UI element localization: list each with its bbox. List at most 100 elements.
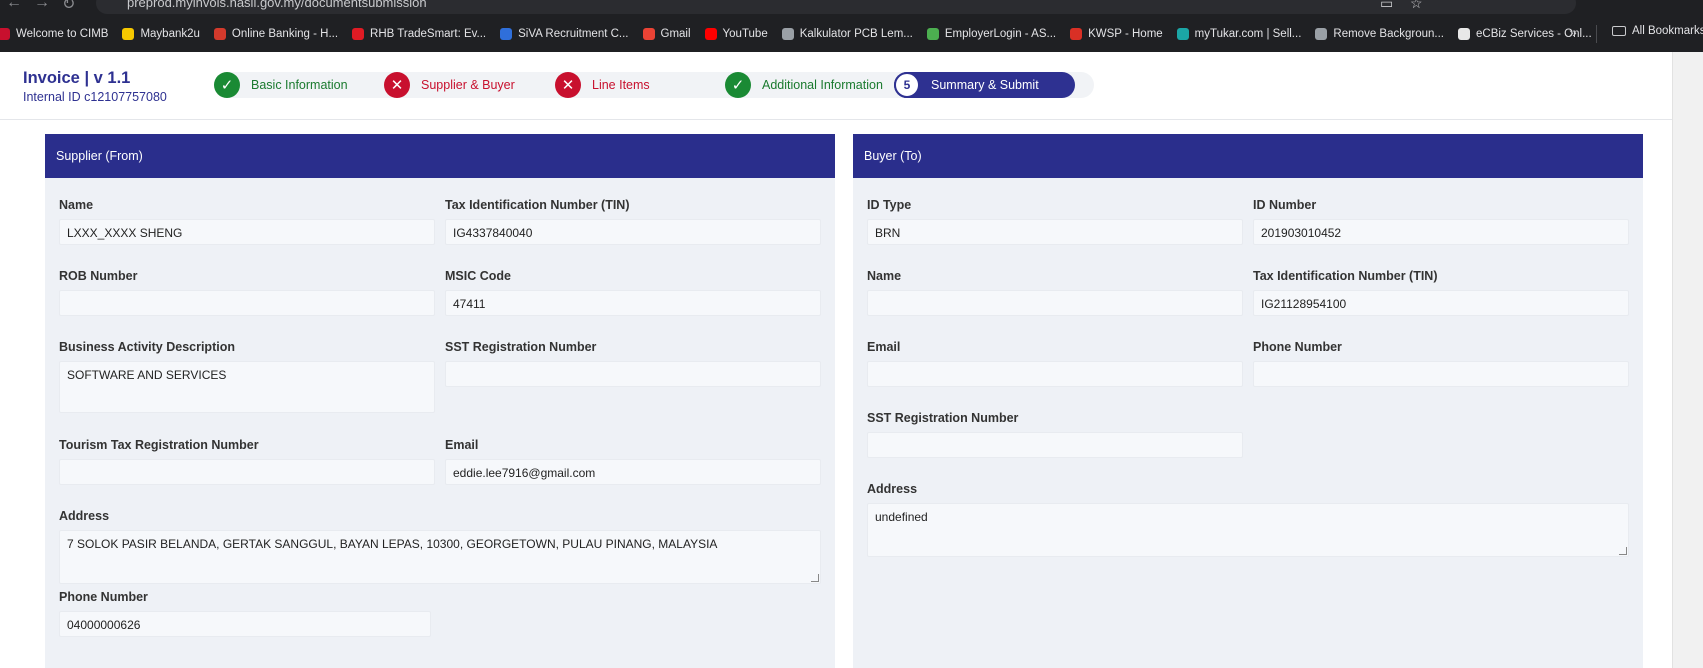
supplier-msic-label: MSIC Code (445, 269, 511, 283)
bookmark-item[interactable]: EmployerLogin - AS... (926, 28, 1057, 40)
check-icon: ✓ (214, 72, 240, 98)
supplier-address-wrapper: 7 SOLOK PASIR BELANDA, GERTAK SANGGUL, B… (59, 530, 821, 584)
buyer-email-label: Email (867, 340, 901, 354)
siva-icon (500, 28, 513, 40)
gmail-icon (642, 28, 655, 40)
supplier-address-field[interactable]: 7 SOLOK PASIR BELANDA, GERTAK SANGGUL, B… (59, 530, 821, 584)
buyer-idtype-field[interactable]: BRN (867, 219, 1243, 245)
supplier-phone-field[interactable]: 04000000626 (59, 611, 431, 637)
bookmark-item[interactable]: Gmail (642, 28, 691, 40)
bookmark-item[interactable]: eCBiz Services - Onl... (1458, 28, 1592, 40)
supplier-sst-field[interactable] (445, 361, 821, 387)
supplier-rob-field[interactable] (59, 290, 435, 316)
reload-icon[interactable]: ↻ (62, 0, 76, 13)
hongleong-icon (213, 28, 226, 40)
supplier-msic-field[interactable]: 47411 (445, 290, 821, 316)
bookmark-item[interactable]: Remove Backgroun... (1315, 28, 1444, 40)
buyer-address-label: Address (867, 482, 918, 496)
star-icon[interactable]: ☆ (1410, 0, 1423, 11)
supplier-heading: Supplier (From) (45, 134, 835, 178)
buyer-address-field[interactable]: undefined (867, 503, 1629, 557)
supplier-phone-label: Phone Number (59, 590, 148, 604)
bookmark-item[interactable]: Kalkulator PCB Lem... (781, 28, 913, 40)
all-bookmarks-label: All Bookmarks (1632, 25, 1703, 37)
bookmark-item[interactable]: SiVA Recruitment C... (500, 28, 629, 40)
maybank-icon (122, 28, 135, 40)
bookmarks-more-icon[interactable]: » (1569, 24, 1577, 40)
step-basic-information[interactable]: ✓ Basic Information (214, 72, 348, 98)
check-icon: ✓ (725, 72, 751, 98)
resize-handle-icon[interactable] (1619, 547, 1627, 555)
bookmark-item[interactable]: Online Banking - H... (213, 28, 339, 40)
step-supplier-buyer[interactable]: ✕ Supplier & Buyer (384, 72, 515, 98)
step-summary-submit[interactable]: 5 Summary & Submit (894, 72, 1075, 98)
buyer-phone-field[interactable] (1253, 361, 1629, 387)
buyer-idnumber-label: ID Number (1253, 198, 1317, 212)
buyer-tin-label: Tax Identification Number (TIN) (1253, 269, 1438, 283)
buyer-sst-field[interactable] (867, 432, 1243, 458)
app-header: Invoice | v 1.1 Internal ID c12107757080… (0, 52, 1672, 120)
supplier-address-label: Address (59, 509, 110, 523)
bookmark-item[interactable]: Maybank2u (122, 28, 200, 40)
bookmark-label: SiVA Recruitment C... (518, 28, 629, 40)
bookmark-label: Welcome to CIMB (16, 28, 109, 40)
supplier-email-label: Email (445, 438, 479, 452)
bookmark-label: myTukar.com | Sell... (1194, 28, 1302, 40)
step-label: Additional Information (762, 78, 883, 92)
step-line-items[interactable]: ✕ Line Items (555, 72, 650, 98)
buyer-heading: Buyer (To) (853, 134, 1643, 178)
folder-icon (1612, 26, 1626, 36)
bookmark-label: Online Banking - H... (231, 28, 339, 40)
error-x-icon: ✕ (555, 72, 581, 98)
supplier-sst-label: SST Registration Number (445, 340, 597, 354)
bookmark-label: YouTube (722, 28, 768, 40)
bookmark-item[interactable]: Welcome to CIMB (0, 28, 108, 40)
buyer-sst-label: SST Registration Number (867, 411, 1019, 425)
bookmarks-divider (1596, 25, 1597, 43)
supplier-rob-label: ROB Number (59, 269, 138, 283)
employer-icon (926, 28, 939, 40)
resize-handle-icon[interactable] (811, 574, 819, 582)
buyer-idnumber-field[interactable]: 201903010452 (1253, 219, 1629, 245)
bookmark-label: Kalkulator PCB Lem... (799, 28, 913, 40)
rhb-icon (352, 28, 365, 40)
cimb-icon (0, 28, 10, 40)
supplier-panel: Supplier (From) Name LXXX_XXXX SHENG Tax… (45, 134, 835, 668)
step-label: Line Items (592, 78, 650, 92)
bookmark-label: EmployerLogin - AS... (944, 28, 1057, 40)
page-scrollbar[interactable] (1672, 52, 1703, 668)
error-x-icon: ✕ (384, 72, 410, 98)
step-number: 5 (894, 72, 920, 98)
buyer-name-field[interactable] (867, 290, 1243, 316)
step-additional-information[interactable]: ✓ Additional Information (725, 72, 883, 98)
supplier-activity-field[interactable]: SOFTWARE AND SERVICES (59, 361, 435, 413)
step-label: Basic Information (251, 78, 348, 92)
supplier-tin-field[interactable]: IG4337840040 (445, 219, 821, 245)
kwsp-icon (1070, 28, 1083, 40)
supplier-name-field[interactable]: LXXX_XXXX SHENG (59, 219, 435, 245)
bookmark-item[interactable]: RHB TradeSmart: Ev... (352, 28, 486, 40)
step-label: Summary & Submit (931, 78, 1039, 92)
all-bookmarks-button[interactable]: All Bookmarks (1612, 25, 1703, 37)
back-icon[interactable]: ← (6, 0, 22, 11)
bookmark-label: eCBiz Services - Onl... (1476, 28, 1592, 40)
browser-address-bar: ← → ↻ preprod.myinvois.hasil.gov.my/docu… (0, 0, 1703, 16)
bookmark-item[interactable]: myTukar.com | Sell... (1176, 28, 1302, 40)
buyer-tin-field[interactable]: IG21128954100 (1253, 290, 1629, 316)
bookmark-label: RHB TradeSmart: Ev... (370, 28, 487, 40)
page-title: Invoice | v 1.1 (23, 69, 131, 87)
layers-icon (1315, 28, 1328, 40)
buyer-email-field[interactable] (867, 361, 1243, 387)
bookmarks-bar: Welcome to CIMB Maybank2u Online Banking -… (0, 16, 1703, 52)
bookmark-item[interactable]: YouTube (704, 28, 768, 40)
supplier-tin-label: Tax Identification Number (TIN) (445, 198, 630, 212)
url-input[interactable] (96, 0, 1576, 14)
supplier-activity-label: Business Activity Description (59, 340, 235, 354)
forward-icon[interactable]: → (34, 0, 50, 11)
supplier-email-field[interactable]: eddie.lee7916@gmail.com (445, 459, 821, 485)
buyer-panel: Buyer (To) ID Type BRN ID Number 2019030… (853, 134, 1643, 668)
supplier-tourism-field[interactable] (59, 459, 435, 485)
bookmark-label: KWSP - Home (1088, 28, 1163, 40)
bookmark-item[interactable]: KWSP - Home (1070, 28, 1163, 40)
install-icon[interactable]: ▭ (1380, 0, 1394, 11)
